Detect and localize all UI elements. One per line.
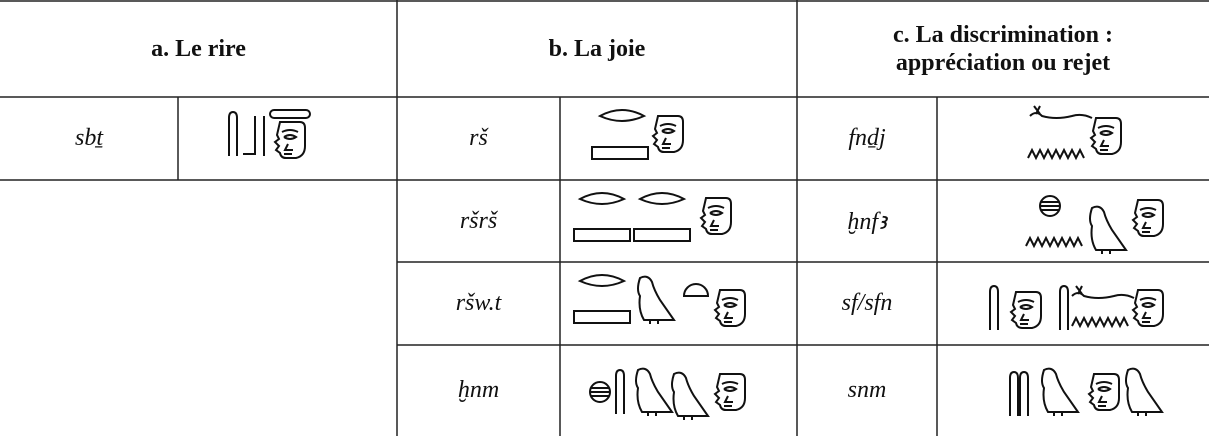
word: sf/sfn bbox=[841, 290, 893, 316]
word: snm bbox=[847, 377, 887, 403]
glyph-snm bbox=[1009, 367, 1163, 417]
word: sbṯ bbox=[74, 125, 103, 151]
header-b: b. La joie bbox=[548, 35, 646, 62]
word: ršrš bbox=[459, 207, 498, 234]
glyph-rsrs bbox=[573, 192, 732, 242]
header-c-line: appréciation ou rejet bbox=[895, 49, 1111, 76]
glyph-fndj bbox=[1027, 105, 1122, 159]
word: ḫnfꜣ bbox=[847, 208, 887, 235]
glyph-rswt bbox=[573, 274, 746, 327]
word: rš bbox=[469, 125, 488, 151]
glyph-sfsfn bbox=[989, 285, 1164, 331]
glyph-hnm bbox=[589, 367, 746, 421]
header-a: a. Le rire bbox=[151, 35, 246, 62]
header-c: c. La discrimination : appréciation ou r… bbox=[797, 0, 1209, 97]
word: fnḏj bbox=[848, 125, 886, 151]
glyph-rs bbox=[591, 109, 684, 160]
header-c-line: c. La discrimination : bbox=[893, 21, 1113, 48]
glyph-sbt bbox=[228, 109, 311, 159]
word: ḫnm bbox=[457, 377, 500, 403]
word: ršw.t bbox=[455, 290, 502, 316]
glyph-hnf bbox=[1025, 195, 1164, 255]
